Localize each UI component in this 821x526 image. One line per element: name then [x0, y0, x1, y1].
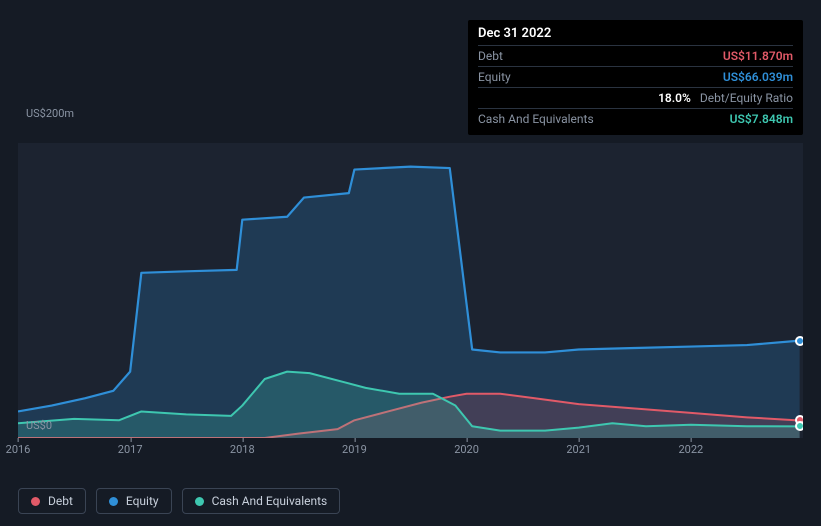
chart-container: US$200m US$0 201620172018201920202021202…: [18, 125, 803, 470]
legend-item-cash-and-equivalents[interactable]: Cash And Equivalents: [182, 488, 341, 514]
tooltip-row: Debt US$11.870m: [478, 45, 793, 66]
legend-swatch: [109, 497, 118, 506]
x-tick: 2020: [454, 443, 479, 456]
x-tick: 2019: [342, 443, 367, 456]
end-marker-cash-and-equivalents: [795, 421, 803, 431]
tooltip-row-value: 18.0% Debt/Equity Ratio: [658, 91, 793, 105]
data-tooltip: Dec 31 2022 Debt US$11.870m Equity US$66.03…: [468, 20, 803, 135]
legend-item-debt[interactable]: Debt: [18, 488, 86, 514]
x-axis: 2016201720182019202020212022: [18, 443, 803, 463]
tooltip-row-value: US$7.848m: [730, 112, 793, 126]
legend-item-equity[interactable]: Equity: [96, 488, 172, 514]
legend-label: Equity: [126, 494, 159, 508]
tooltip-row: Cash And Equivalents US$7.848m: [478, 108, 793, 129]
y-axis-label-top: US$200m: [26, 107, 74, 120]
x-tick: 2022: [678, 443, 703, 456]
plot-area[interactable]: [18, 143, 803, 438]
tooltip-row-label: Equity: [478, 70, 511, 84]
y-axis-label-bottom: US$0: [26, 419, 52, 432]
legend-label: Cash And Equivalents: [212, 494, 328, 508]
tooltip-row-label: Debt: [478, 49, 503, 63]
x-tick: 2017: [118, 443, 143, 456]
x-tick: 2018: [230, 443, 255, 456]
tooltip-row: 18.0% Debt/Equity Ratio: [478, 87, 793, 108]
x-tick: 2021: [566, 443, 591, 456]
legend-label: Debt: [48, 494, 73, 508]
legend-swatch: [31, 497, 40, 506]
legend: Debt Equity Cash And Equivalents: [18, 488, 340, 514]
tooltip-row-label: Cash And Equivalents: [478, 112, 594, 126]
tooltip-row-value: US$66.039m: [723, 70, 793, 84]
legend-swatch: [195, 497, 204, 506]
tooltip-row: Equity US$66.039m: [478, 66, 793, 87]
tooltip-row-value: US$11.870m: [723, 49, 793, 63]
tooltip-date: Dec 31 2022: [478, 26, 793, 45]
x-tick: 2016: [6, 443, 31, 456]
end-marker-equity: [795, 336, 803, 346]
